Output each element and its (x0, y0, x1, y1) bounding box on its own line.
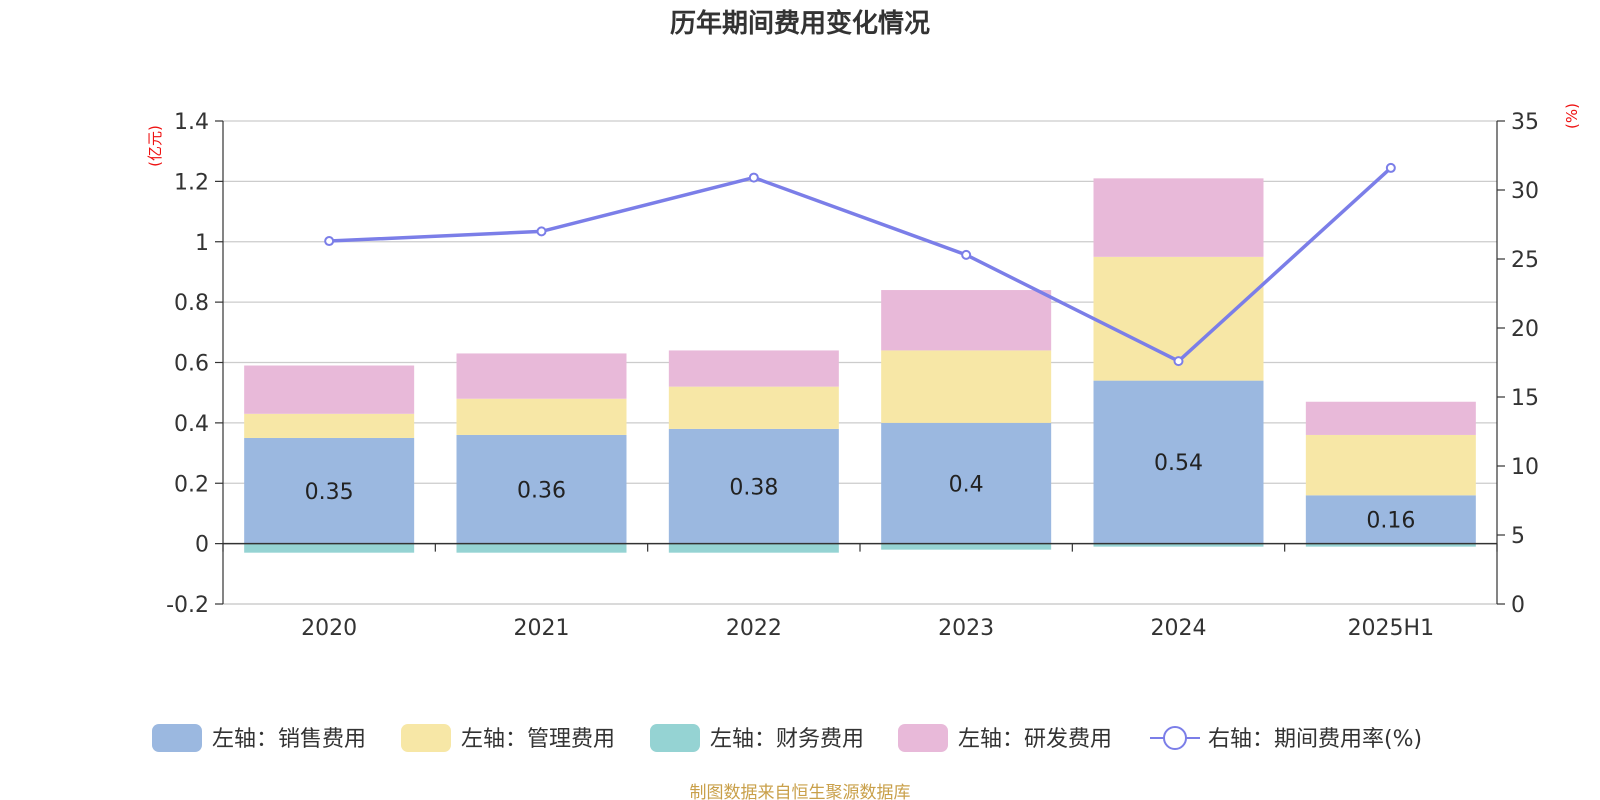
rate-point (1173, 356, 1184, 367)
bar-segment (668, 350, 839, 387)
right-tick-label: 20 (1511, 317, 1539, 342)
right-tick-label: 35 (1511, 110, 1539, 135)
left-tick-label: 1 (195, 231, 209, 256)
x-tick-label: 2022 (726, 616, 782, 641)
left-tick-label: 0.8 (174, 291, 209, 316)
bar-segment (456, 543, 627, 553)
bar-segment (456, 398, 627, 435)
x-tick-label: 2023 (938, 616, 994, 641)
legend: 左轴：销售费用 左轴：管理费用 左轴：财务费用 左轴：研发费用 右轴：期间费用率(%) (152, 724, 1422, 752)
x-tick-label: 2025H1 (1348, 616, 1435, 641)
legend-swatch (898, 724, 948, 752)
bar-data-label: 0.36 (517, 478, 566, 503)
x-tick-label: 2020 (301, 616, 357, 641)
bars (244, 178, 1476, 553)
rate-point (324, 236, 335, 247)
x-tick-label: 2024 (1151, 616, 1207, 641)
bar-data-label: 0.35 (305, 480, 354, 505)
bar-segment (1305, 401, 1476, 435)
legend-swatch (650, 724, 700, 752)
right-tick-label: 0 (1511, 593, 1525, 618)
legend-label: 左轴：管理费用 (461, 727, 615, 752)
bar-segment (668, 428, 839, 544)
bar-segment (881, 422, 1052, 544)
legend-marker (1163, 726, 1187, 750)
legend-swatch (401, 724, 451, 752)
right-tick-label: 25 (1511, 248, 1539, 273)
rate-point (536, 226, 547, 237)
rate-point (1385, 162, 1396, 173)
x-tick-label: 2021 (514, 616, 570, 641)
right-tick-label: 15 (1511, 386, 1539, 411)
bar-segment (881, 350, 1052, 423)
left-axis-unit-label: (亿元) (146, 125, 164, 167)
bar-segment (244, 365, 415, 414)
left-tick-label: 1.2 (174, 170, 209, 195)
bar-segment (244, 437, 415, 544)
rate-line-path (329, 166, 1393, 364)
left-tick-label: 0.6 (174, 352, 209, 377)
chart-title: 历年期间费用变化情况 (670, 8, 930, 39)
legend-label: 右轴：期间费用率(%) (1208, 727, 1422, 752)
legend-label: 左轴：财务费用 (710, 727, 864, 752)
rate-line (324, 162, 1396, 367)
data-source-note: 制图数据来自恒生聚源数据库 (689, 783, 911, 800)
right-tick-label: 30 (1511, 179, 1539, 204)
bar-segment (244, 543, 415, 553)
bar-segment (668, 386, 839, 429)
left-tick-label: 0.2 (174, 472, 209, 497)
right-tick-label: 5 (1511, 524, 1525, 549)
bar-segment (456, 434, 627, 544)
bar-data-label: 0.4 (949, 472, 984, 497)
bar-data-label: 0.54 (1154, 451, 1203, 476)
bar-data-label: 0.16 (1366, 508, 1415, 533)
legend-swatch (152, 724, 202, 752)
rate-point (961, 249, 972, 260)
bar-segment (1305, 543, 1476, 547)
bar-segment (1093, 543, 1264, 547)
bar-segment (1305, 495, 1476, 544)
bar-segment (244, 413, 415, 438)
bar-segment (668, 543, 839, 553)
rate-point (748, 172, 759, 183)
axes: 1.4 1.2 1 0.8 0.6 0.4 0.2 0 -0.2 35 30 25 20 15 10 5 0 20… (166, 110, 1539, 641)
bar-labels: 0.35 0.36 0.38 0.4 0.54 0.16 (305, 451, 1416, 533)
left-tick-label: 0 (195, 533, 209, 558)
legend-label: 左轴：研发费用 (958, 727, 1112, 752)
left-tick-label: -0.2 (166, 593, 209, 618)
right-axis-unit-label: (%) (1563, 103, 1581, 129)
bar-segment (881, 543, 1052, 550)
bar-segment (1093, 380, 1264, 544)
bar-segment (456, 353, 627, 399)
left-tick-label: 0.4 (174, 412, 209, 437)
left-tick-label: 1.4 (174, 110, 209, 135)
bar-segment (1093, 178, 1264, 257)
right-tick-label: 10 (1511, 455, 1539, 480)
bar-segment (1305, 434, 1476, 496)
bar-data-label: 0.38 (729, 475, 778, 500)
legend-label: 左轴：销售费用 (212, 727, 366, 752)
gridlines (223, 120, 1497, 605)
bar-segment (881, 290, 1052, 351)
